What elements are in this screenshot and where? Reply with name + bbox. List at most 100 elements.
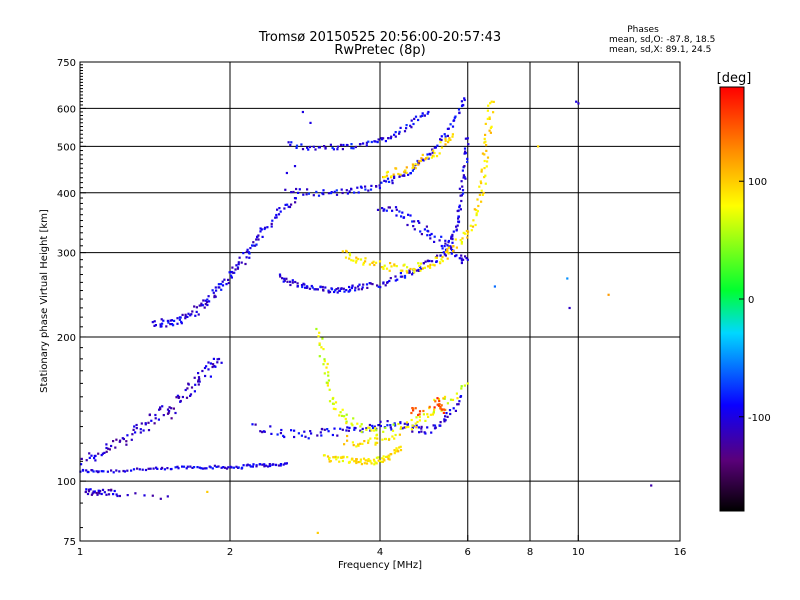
echo-point (357, 288, 360, 291)
echo-point (323, 428, 326, 431)
echo-point (159, 323, 162, 326)
x-tick-label: 2 (227, 547, 233, 558)
echo-point (399, 445, 402, 448)
echo-point (335, 189, 338, 192)
echo-point (411, 430, 414, 433)
echo-point (420, 425, 423, 428)
echo-point (444, 248, 448, 251)
echo-point (348, 461, 351, 464)
echo-point (309, 121, 312, 124)
echo-point (217, 286, 220, 289)
echo-point (91, 469, 94, 472)
echo-point (391, 435, 394, 438)
echo-point (161, 466, 164, 469)
echo-point (105, 446, 108, 450)
echo-point (333, 190, 336, 193)
echo-point (180, 322, 183, 325)
echo-point (90, 454, 93, 457)
echo-point (221, 280, 224, 283)
echo-point (446, 250, 449, 253)
echo-point (415, 424, 418, 427)
echo-point (458, 111, 461, 114)
echo-point (327, 379, 330, 382)
echo-point (453, 119, 456, 122)
echo-point (375, 456, 378, 459)
echo-point (357, 285, 360, 288)
echo-point (254, 423, 257, 426)
echo-point (433, 240, 436, 243)
x-axis-label: Frequency [MHz] (338, 560, 422, 571)
echo-point (261, 431, 264, 434)
echo-point (324, 147, 327, 150)
echo-point (305, 193, 308, 196)
echo-point (214, 295, 217, 298)
echo-point (289, 283, 292, 287)
echo-point (166, 495, 169, 498)
echo-point (460, 242, 463, 245)
echo-point (463, 152, 466, 155)
echo-point (248, 256, 251, 259)
echo-point (276, 208, 279, 211)
echo-point (203, 366, 207, 370)
echo-point (316, 531, 319, 534)
echo-point (306, 188, 309, 191)
echo-point (426, 265, 430, 268)
echo-point (398, 446, 401, 449)
echo-point (485, 165, 488, 168)
echo-point (442, 408, 445, 411)
echo-point (336, 145, 339, 148)
echo-point (417, 163, 420, 166)
echo-point (399, 126, 402, 129)
echo-point (326, 384, 329, 387)
echo-point (303, 283, 306, 286)
echo-point (213, 464, 216, 467)
echo-point (285, 171, 288, 175)
echo-point (486, 160, 489, 163)
echo-points (79, 97, 653, 534)
echo-point (101, 488, 105, 491)
echo-point (438, 403, 441, 406)
echo-point (283, 277, 286, 280)
echo-point (343, 443, 346, 446)
echo-point (322, 348, 325, 351)
echo-point (384, 284, 387, 287)
echo-point (413, 271, 416, 274)
echo-point (181, 313, 184, 316)
echo-point (269, 464, 272, 468)
echo-point (407, 213, 410, 216)
echo-point (227, 466, 230, 469)
echo-point (343, 415, 346, 418)
echo-point (475, 214, 478, 217)
echo-point (411, 424, 414, 427)
echo-point (94, 459, 97, 462)
echo-point (489, 126, 492, 130)
echo-point (398, 175, 401, 178)
echo-point (162, 414, 165, 417)
echo-point (330, 288, 334, 291)
echo-point (374, 427, 377, 430)
echo-point (333, 456, 336, 459)
echo-point (355, 445, 358, 448)
echo-point (483, 176, 486, 179)
echo-point (428, 259, 431, 263)
echo-point (410, 428, 413, 431)
echo-point (115, 438, 118, 441)
echo-point (172, 324, 175, 327)
echo-point (308, 145, 312, 149)
echo-point (163, 468, 166, 471)
echo-point (290, 191, 293, 194)
echo-point (342, 287, 345, 290)
echo-point (490, 100, 493, 103)
echo-point (452, 245, 455, 248)
echo-point (315, 327, 318, 331)
echo-point (244, 262, 247, 266)
echo-point (444, 408, 447, 411)
echo-point (453, 116, 456, 119)
echo-point (166, 412, 170, 415)
echo-point (375, 462, 378, 465)
echo-point (144, 468, 148, 472)
y-tick-label: 750 (57, 58, 76, 69)
echo-point (429, 153, 432, 156)
echo-point (378, 459, 381, 463)
echo-point (261, 235, 264, 238)
